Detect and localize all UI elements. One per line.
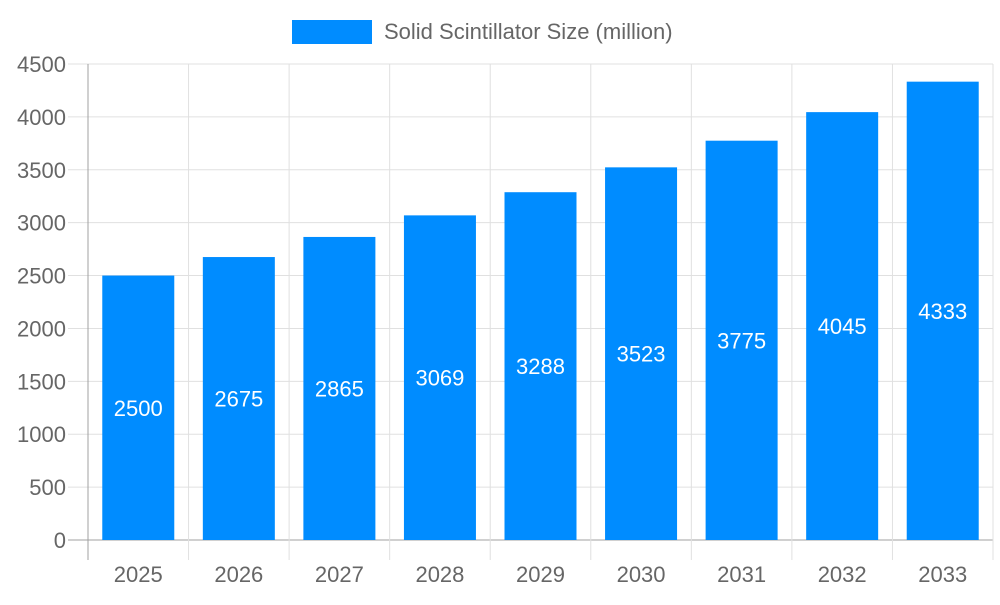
data-label: 4045 xyxy=(818,314,867,339)
y-tick-label: 3500 xyxy=(17,158,66,183)
x-tick-label: 2025 xyxy=(114,562,163,587)
legend-swatch xyxy=(292,20,372,44)
bar xyxy=(906,81,979,540)
bar xyxy=(303,236,376,541)
data-label: 4333 xyxy=(918,299,967,324)
bar xyxy=(102,275,175,540)
x-tick-label: 2027 xyxy=(315,562,364,587)
x-tick-label: 2028 xyxy=(415,562,464,587)
data-label: 2865 xyxy=(315,376,364,401)
y-tick-label: 500 xyxy=(29,475,66,500)
y-tick-label: 1000 xyxy=(17,422,66,447)
x-tick-label: 2032 xyxy=(818,562,867,587)
y-tick-label: 3000 xyxy=(17,211,66,236)
y-tick-label: 0 xyxy=(54,528,66,553)
legend[interactable]: Solid Scintillator Size (million) xyxy=(292,19,673,44)
data-label: 3523 xyxy=(617,342,666,367)
bar xyxy=(403,215,476,541)
y-tick-label: 4000 xyxy=(17,105,66,130)
y-tick-label: 2000 xyxy=(17,316,66,341)
x-tick-label: 2026 xyxy=(214,562,263,587)
data-label: 3069 xyxy=(415,366,464,391)
bars: 2500 2675 2865 3069 3288 3523 3775 4045 4333 xyxy=(102,81,979,541)
axes: 0 500 1000 1500 2000 2500 3000 3500 4000 4500 2025… xyxy=(17,52,967,587)
x-tick-label: 2030 xyxy=(617,562,666,587)
data-label: 2675 xyxy=(214,387,263,412)
y-tick-label: 1500 xyxy=(17,369,66,394)
bar xyxy=(605,167,678,540)
bar xyxy=(202,257,275,540)
x-tick-label: 2031 xyxy=(717,562,766,587)
bar xyxy=(504,192,577,540)
x-tick-label: 2029 xyxy=(516,562,565,587)
y-tick-label: 2500 xyxy=(17,264,66,289)
data-label: 3775 xyxy=(717,328,766,353)
x-tick-label: 2033 xyxy=(918,562,967,587)
y-tick-label: 4500 xyxy=(17,52,66,77)
data-label: 3288 xyxy=(516,354,565,379)
legend-label: Solid Scintillator Size (million) xyxy=(384,19,673,44)
data-label: 2500 xyxy=(114,396,163,421)
bar xyxy=(806,112,879,540)
bar xyxy=(705,140,778,540)
